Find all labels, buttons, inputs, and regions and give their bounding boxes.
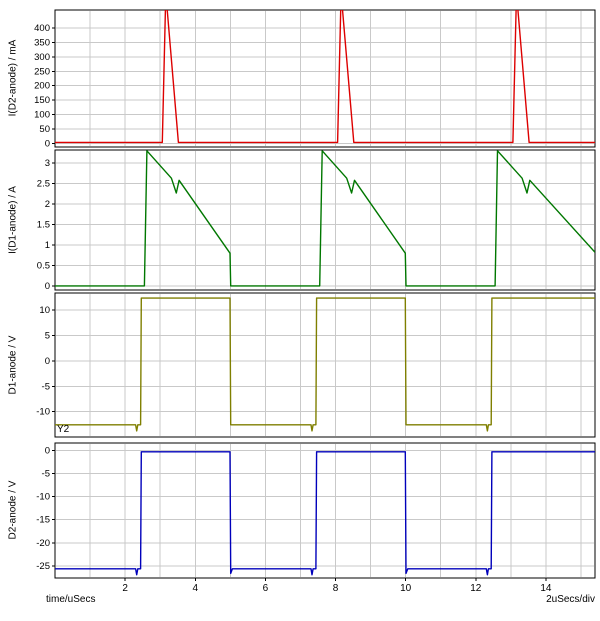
x-tick-label: 6: [263, 583, 269, 594]
x-tick-label: 10: [400, 583, 412, 594]
y-tick-label: -25: [36, 561, 50, 572]
plot-area-3[interactable]: [55, 443, 595, 578]
plot-border: [54, 442, 596, 579]
y-tick-label: 50: [39, 124, 50, 135]
y-axis-title-d1-voltage: D1-anode / V: [7, 335, 19, 395]
plot-area-2[interactable]: [55, 293, 595, 437]
y-tick-label: 0: [45, 356, 50, 367]
plot-border: [54, 292, 596, 438]
plot-area-0[interactable]: [55, 10, 595, 147]
y-tick-label: -10: [36, 492, 50, 503]
y-tick-label: -5: [42, 469, 50, 480]
trace-i-d1-anode: [55, 150, 595, 287]
x-tick-label: 4: [192, 583, 198, 594]
y-tick-label: 200: [34, 81, 50, 92]
plot-border: [54, 9, 596, 148]
y-tick-label: -10: [36, 407, 50, 418]
y2-axis-label: Y2: [57, 424, 70, 435]
x-tick-label: 8: [333, 583, 339, 594]
y-tick-label: 0: [45, 139, 50, 150]
y-tick-label: 0: [45, 281, 50, 292]
y-tick-label: 10: [39, 305, 50, 316]
y-tick-label: 300: [34, 52, 50, 63]
y-tick-label: 350: [34, 37, 50, 48]
x-tick-label: 12: [470, 583, 482, 594]
y-axis-title-d2-voltage: D2-anode / V: [7, 480, 19, 540]
y-tick-label: 0: [45, 445, 50, 456]
y-tick-label: 3: [45, 158, 50, 169]
x-scale-per-div-label: 2uSecs/div: [546, 594, 595, 605]
y-axis-title-d1-current: I(D1-anode) / A: [7, 186, 19, 254]
y-tick-label: 100: [34, 110, 50, 121]
y-tick-label: 5: [45, 331, 50, 342]
y-tick-label: 2: [45, 199, 50, 210]
x-tick-label: 2: [122, 583, 128, 594]
trace-i-d2-anode: [55, 10, 595, 144]
y-tick-label: 400: [34, 23, 50, 34]
x-tick-label: 14: [540, 583, 552, 594]
y-tick-label: -15: [36, 515, 50, 526]
y-tick-label: 150: [34, 95, 50, 106]
x-axis-label: time/uSecs: [46, 594, 96, 605]
y-tick-label: 1.5: [37, 220, 50, 231]
y-tick-label: 250: [34, 66, 50, 77]
plot-border: [54, 149, 596, 291]
y-tick-label: 2.5: [37, 179, 50, 190]
y-tick-label: -20: [36, 538, 50, 549]
y-tick-label: 0.5: [37, 260, 50, 271]
y-axis-title-d2-current: I(D2-anode) / mA: [7, 39, 19, 117]
trace-d2-anode: [55, 451, 595, 576]
y-tick-label: -5: [42, 381, 50, 392]
plot-area-1[interactable]: [55, 150, 595, 290]
y-tick-label: 1: [45, 240, 50, 251]
trace-d1-anode: [55, 297, 595, 432]
